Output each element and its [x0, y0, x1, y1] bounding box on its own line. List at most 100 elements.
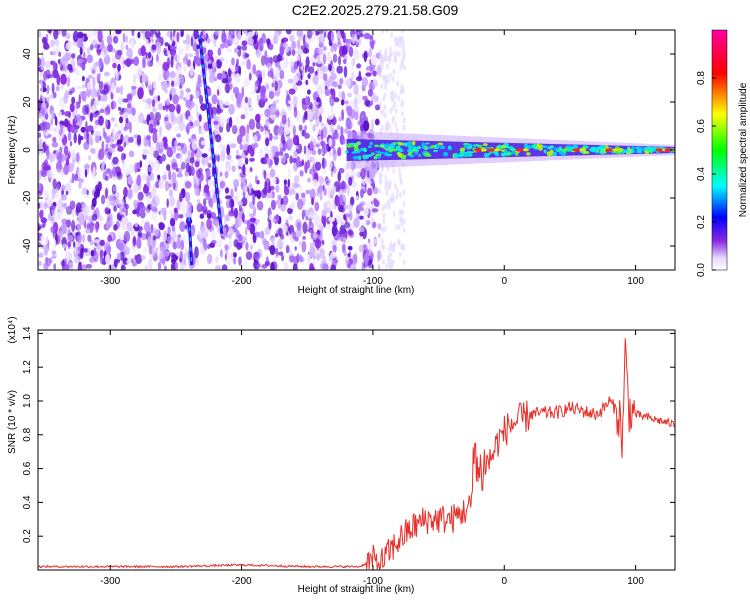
noise-cell [86, 82, 92, 90]
noise-cell [120, 159, 126, 172]
noise-cell [136, 69, 141, 80]
spectrogram-y-axis: -40 -20 0 20 40 [22, 48, 675, 253]
signal-core [421, 142, 426, 148]
noise-cell [171, 80, 175, 87]
noise-fringe-cell [381, 258, 385, 265]
snr-panel: -300 -200 -100 0 100 0.2 0.4 0.6 0.8 1.0 1.2 1.4 H… [7, 316, 676, 595]
noise-cell [237, 201, 244, 206]
noise-cell [91, 261, 95, 269]
noise-cell [304, 111, 308, 119]
noise-cell [55, 184, 61, 191]
noise-cell [206, 169, 211, 178]
noise-cell [125, 207, 128, 217]
noise-cell [185, 33, 191, 45]
noise-cell [289, 249, 293, 257]
noise-cell [85, 106, 89, 115]
noise-cell [274, 233, 279, 238]
noise-fringe-cell [382, 96, 386, 102]
signal-band [452, 141, 455, 159]
noise-cell [337, 37, 341, 46]
noise-cell [261, 158, 268, 165]
noise-cell [311, 149, 317, 156]
noise-cell [199, 94, 204, 105]
noise-cell [303, 145, 307, 155]
signal-band [382, 139, 385, 161]
noise-cell [147, 166, 153, 172]
noise-fringe-cell [398, 42, 402, 49]
noise-cell [112, 130, 116, 141]
noise-cell [327, 114, 334, 120]
noise-cell [51, 141, 59, 148]
noise-cell [64, 111, 71, 117]
noise-cell [323, 188, 327, 196]
noise-cell [320, 129, 324, 142]
noise-cell [53, 263, 56, 270]
signal-hotspot [473, 148, 482, 152]
noise-cell [363, 32, 371, 40]
noise-fringe-cell [383, 104, 387, 111]
noise-cell [202, 156, 206, 166]
noise-cell [172, 94, 179, 105]
noise-cell [149, 89, 154, 96]
signal-core [538, 146, 543, 151]
noise-cell [43, 245, 49, 256]
noise-cell [351, 33, 356, 43]
noise-cell [222, 145, 226, 154]
noise-cell [265, 83, 269, 90]
noise-cell [129, 163, 135, 174]
noise-cell [259, 148, 264, 159]
noise-cell [150, 200, 158, 210]
noise-fringe-cell [380, 30, 384, 34]
noise-cell [204, 53, 209, 62]
signal-hotspot [523, 148, 530, 152]
noise-cell [244, 105, 249, 117]
noise-cell [323, 31, 327, 38]
noise-cell [279, 62, 287, 70]
noise-cell [203, 184, 210, 194]
noise-cell [285, 90, 289, 95]
noise-fringe-cell [378, 72, 382, 79]
signal-core [533, 143, 537, 148]
noise-cell [363, 253, 369, 265]
noise-cell [52, 178, 57, 190]
noise-cell [144, 104, 150, 110]
noise-cell [76, 242, 81, 248]
noise-cell [329, 94, 335, 107]
noise-cell [104, 107, 111, 116]
noise-cell [165, 244, 169, 250]
noise-fringe-cell [400, 101, 404, 108]
noise-cell [310, 37, 314, 44]
noise-cell [98, 80, 104, 90]
noise-cell [84, 168, 88, 178]
noise-cell [242, 236, 247, 243]
noise-cell [111, 55, 115, 64]
signal-core [423, 152, 431, 157]
noise-cell [158, 222, 165, 231]
noise-fringe-cell [402, 55, 406, 62]
signal-band [352, 139, 355, 161]
noise-cell [245, 251, 253, 261]
noise-cell [75, 69, 80, 76]
noise-fringe-cell [386, 199, 390, 206]
noise-cell [356, 170, 360, 180]
signal-core [464, 152, 470, 155]
noise-fringe-cell [384, 48, 388, 55]
noise-cell [322, 157, 325, 170]
noise-fringe-cell [391, 192, 395, 199]
noise-cell [132, 209, 137, 215]
noise-cell [87, 222, 90, 231]
signal-hotspot [655, 148, 664, 152]
noise-cell [241, 40, 248, 46]
noise-cell [61, 202, 67, 208]
signal-core [467, 145, 473, 149]
noise-cell [205, 193, 209, 201]
noise-cell [327, 63, 331, 71]
signal-core [494, 152, 500, 157]
noise-cell [39, 70, 43, 78]
noise-cell [86, 47, 91, 55]
noise-cell [208, 152, 213, 164]
noise-fringe-cell [401, 30, 405, 34]
signal-core [375, 150, 381, 153]
noise-cell [247, 37, 254, 46]
noise-cell [274, 80, 279, 92]
